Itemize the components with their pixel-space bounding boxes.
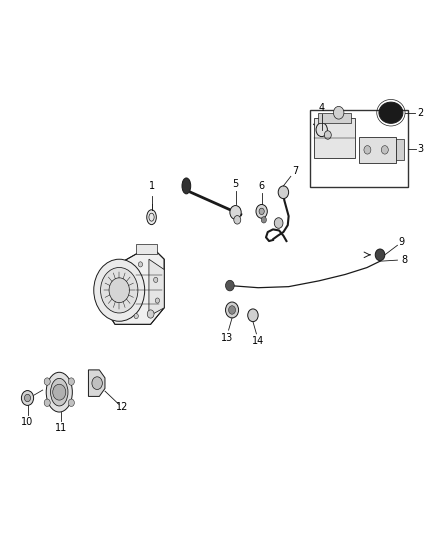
Text: 11: 11 <box>55 423 67 433</box>
Ellipse shape <box>182 178 191 194</box>
Polygon shape <box>149 259 164 316</box>
Circle shape <box>364 146 371 154</box>
Circle shape <box>25 394 31 402</box>
Text: 2: 2 <box>417 108 424 118</box>
Bar <box>318 113 351 123</box>
Text: 4: 4 <box>319 103 325 114</box>
Text: 1: 1 <box>148 181 155 191</box>
Ellipse shape <box>147 210 156 224</box>
Text: 12: 12 <box>116 402 129 412</box>
Circle shape <box>53 384 66 400</box>
Bar <box>311 110 408 187</box>
Circle shape <box>101 268 138 313</box>
Polygon shape <box>88 370 105 397</box>
Circle shape <box>226 302 239 318</box>
Ellipse shape <box>379 102 403 123</box>
Circle shape <box>259 208 264 215</box>
Text: 13: 13 <box>221 333 233 343</box>
Text: 5: 5 <box>233 179 239 189</box>
Bar <box>314 118 355 158</box>
Circle shape <box>316 123 327 136</box>
Text: 9: 9 <box>399 237 405 247</box>
Circle shape <box>381 146 389 154</box>
Circle shape <box>155 298 159 303</box>
Circle shape <box>44 399 50 407</box>
Bar <box>396 139 404 160</box>
Circle shape <box>278 186 289 199</box>
Circle shape <box>234 216 241 224</box>
Bar <box>359 136 396 163</box>
Text: 7: 7 <box>293 166 299 176</box>
Circle shape <box>109 278 129 303</box>
Text: 3: 3 <box>417 143 424 154</box>
Text: 14: 14 <box>252 336 264 346</box>
Ellipse shape <box>50 378 68 406</box>
Circle shape <box>134 313 138 319</box>
Circle shape <box>248 309 258 321</box>
Circle shape <box>256 205 267 218</box>
Polygon shape <box>100 246 164 325</box>
Circle shape <box>274 217 283 228</box>
Circle shape <box>68 378 74 385</box>
Circle shape <box>147 310 154 318</box>
Circle shape <box>324 131 331 139</box>
Circle shape <box>138 262 142 267</box>
Bar <box>136 244 157 254</box>
Circle shape <box>229 306 236 314</box>
Circle shape <box>68 399 74 407</box>
Circle shape <box>44 378 50 385</box>
Circle shape <box>230 206 241 219</box>
Ellipse shape <box>46 372 72 412</box>
Circle shape <box>375 249 385 261</box>
Circle shape <box>92 377 102 390</box>
Text: 8: 8 <box>401 255 407 265</box>
Circle shape <box>333 107 344 119</box>
Text: 6: 6 <box>258 181 265 191</box>
Circle shape <box>226 280 234 291</box>
Circle shape <box>94 259 145 321</box>
Circle shape <box>154 277 158 282</box>
Text: 10: 10 <box>21 417 34 427</box>
Circle shape <box>21 391 34 406</box>
Circle shape <box>261 216 266 223</box>
